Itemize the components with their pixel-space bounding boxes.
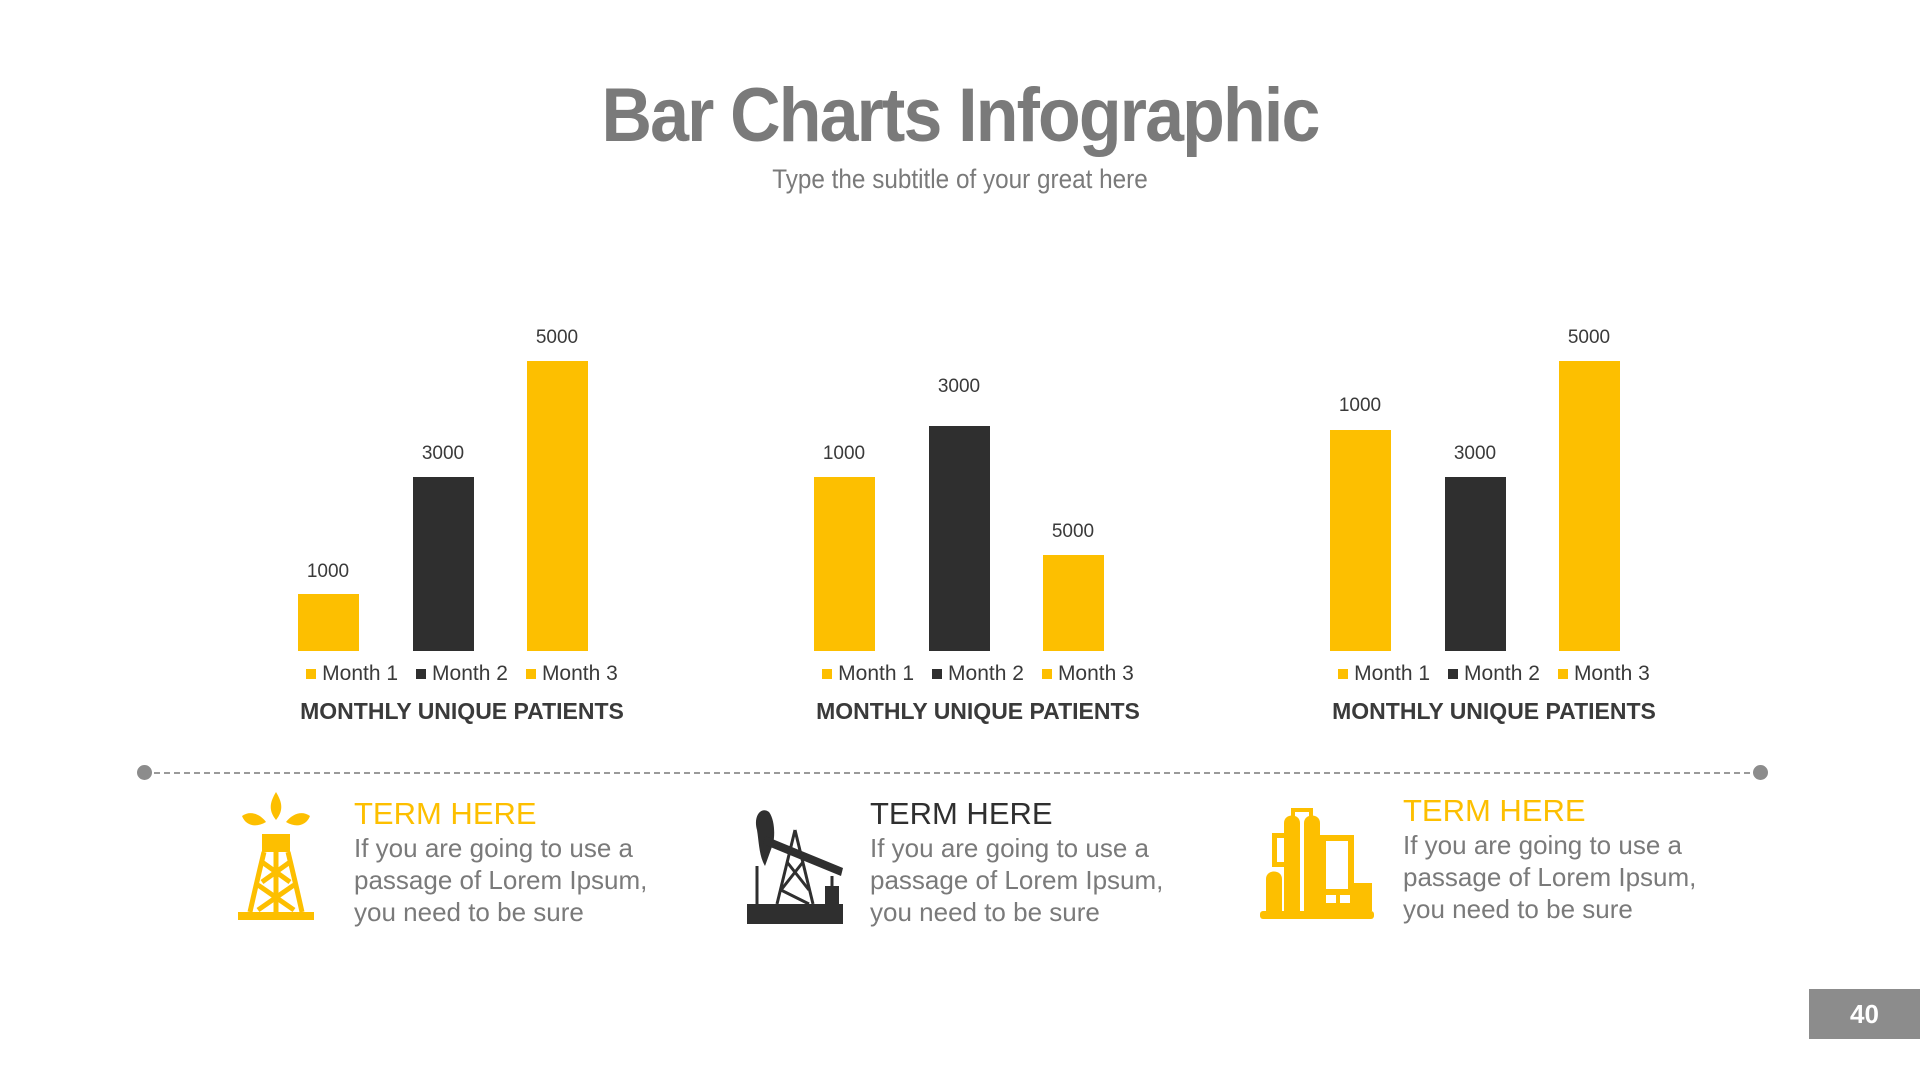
legend-label: Month 2	[432, 662, 508, 685]
page-subtitle: Type the subtitle of your great here	[772, 164, 1148, 194]
term-body-line: If you are going to use a	[1403, 830, 1682, 860]
data-label: 5000	[1051, 521, 1095, 542]
oil-pump-jack-icon	[747, 810, 843, 924]
term-body-line: If you are going to use a	[870, 833, 1149, 863]
legend-item: Month 1	[306, 662, 398, 686]
chart-legend: Month 1 Month 2 Month 3	[262, 662, 662, 686]
page-title: Bar Charts Infographic	[601, 73, 1320, 158]
legend-label: Month 1	[1354, 662, 1431, 685]
legend-item: Month 3	[525, 662, 618, 686]
bar-chart-1: 1000 3000 5000 Month 1 Month 2 Month 3 M…	[262, 300, 662, 730]
term-title: TERM HERE	[354, 796, 537, 831]
chart-legend: Month 1 Month 2 Month 3	[778, 662, 1178, 686]
term-body-line: you need to be sure	[870, 897, 1100, 927]
data-label: 3000	[1453, 443, 1497, 464]
data-label: 1000	[306, 561, 350, 582]
data-label: 1000	[1338, 395, 1382, 416]
data-label: 3000	[421, 443, 465, 464]
bar-month-2	[1445, 477, 1506, 651]
legend-label: Month 3	[1057, 662, 1134, 685]
data-label: 3000	[937, 376, 981, 397]
bar-month-2	[413, 477, 474, 651]
term-body-line: passage of Lorem Ipsum,	[870, 865, 1164, 895]
chart-title: MONTHLY UNIQUE PATIENTS	[300, 698, 624, 724]
legend-item: Month 2	[932, 662, 1024, 686]
chart-title: MONTHLY UNIQUE PATIENTS	[1332, 698, 1656, 724]
oil-derrick-gushing-icon	[238, 792, 314, 920]
legend-item: Month 3	[1557, 662, 1650, 686]
legend-item: Month 2	[416, 662, 508, 686]
legend-label: Month 2	[1464, 662, 1540, 685]
legend-swatch	[416, 669, 427, 679]
bar-month-3	[1559, 361, 1620, 651]
bar-chart-2: 1000 3000 5000 Month 1 Month 2 Month 3 M…	[778, 300, 1178, 730]
divider-dot-left	[137, 765, 152, 780]
legend-item: Month 1	[822, 662, 914, 686]
bar-month-3	[1043, 555, 1104, 651]
divider-dot-right	[1753, 765, 1768, 780]
term-block-1: TERM HERE If you are going to use a pass…	[354, 796, 694, 928]
data-label: 5000	[1567, 327, 1611, 348]
legend-item: Month 2	[1448, 662, 1540, 686]
legend-swatch	[1448, 669, 1459, 679]
legend-swatch	[1557, 669, 1568, 679]
legend-swatch	[822, 669, 833, 679]
term-body-line: passage of Lorem Ipsum,	[1403, 862, 1697, 892]
chart-legend: Month 1 Month 2 Month 3	[1294, 662, 1694, 686]
bar-month-1	[814, 477, 875, 651]
legend-label: Month 3	[541, 662, 618, 685]
bar-month-3	[527, 361, 588, 651]
legend-label: Month 2	[948, 662, 1024, 685]
term-body: If you are going to use a passage of Lor…	[870, 832, 1210, 928]
chart-title: MONTHLY UNIQUE PATIENTS	[816, 698, 1140, 724]
bar-month-2	[929, 426, 990, 651]
bar-month-1	[298, 594, 359, 651]
data-label: 1000	[822, 443, 866, 464]
legend-swatch	[1041, 669, 1052, 679]
term-block-2: TERM HERE If you are going to use a pass…	[870, 796, 1210, 928]
refinery-icon	[1260, 808, 1374, 919]
legend-label: Month 1	[322, 662, 399, 685]
legend-swatch	[1338, 669, 1349, 679]
legend-swatch	[525, 669, 536, 679]
bar-month-1	[1330, 430, 1391, 651]
data-label: 5000	[535, 327, 579, 348]
term-body-line: you need to be sure	[1403, 894, 1633, 924]
legend-swatch	[306, 669, 317, 679]
term-body: If you are going to use a passage of Lor…	[1403, 829, 1743, 925]
term-body-line: you need to be sure	[354, 897, 584, 927]
term-body: If you are going to use a passage of Lor…	[354, 832, 694, 928]
dashed-divider	[144, 772, 1760, 774]
legend-item: Month 1	[1338, 662, 1430, 686]
term-body-line: If you are going to use a	[354, 833, 633, 863]
term-body-line: passage of Lorem Ipsum,	[354, 865, 648, 895]
legend-item: Month 3	[1041, 662, 1134, 686]
term-title: TERM HERE	[870, 796, 1053, 831]
page-number: 40	[1809, 989, 1920, 1039]
legend-swatch	[932, 669, 943, 679]
term-title: TERM HERE	[1403, 793, 1586, 828]
term-block-3: TERM HERE If you are going to use a pass…	[1403, 793, 1743, 925]
legend-label: Month 3	[1573, 662, 1650, 685]
bar-chart-3: 1000 3000 5000 Month 1 Month 2 Month 3 M…	[1294, 300, 1694, 730]
legend-label: Month 1	[838, 662, 915, 685]
